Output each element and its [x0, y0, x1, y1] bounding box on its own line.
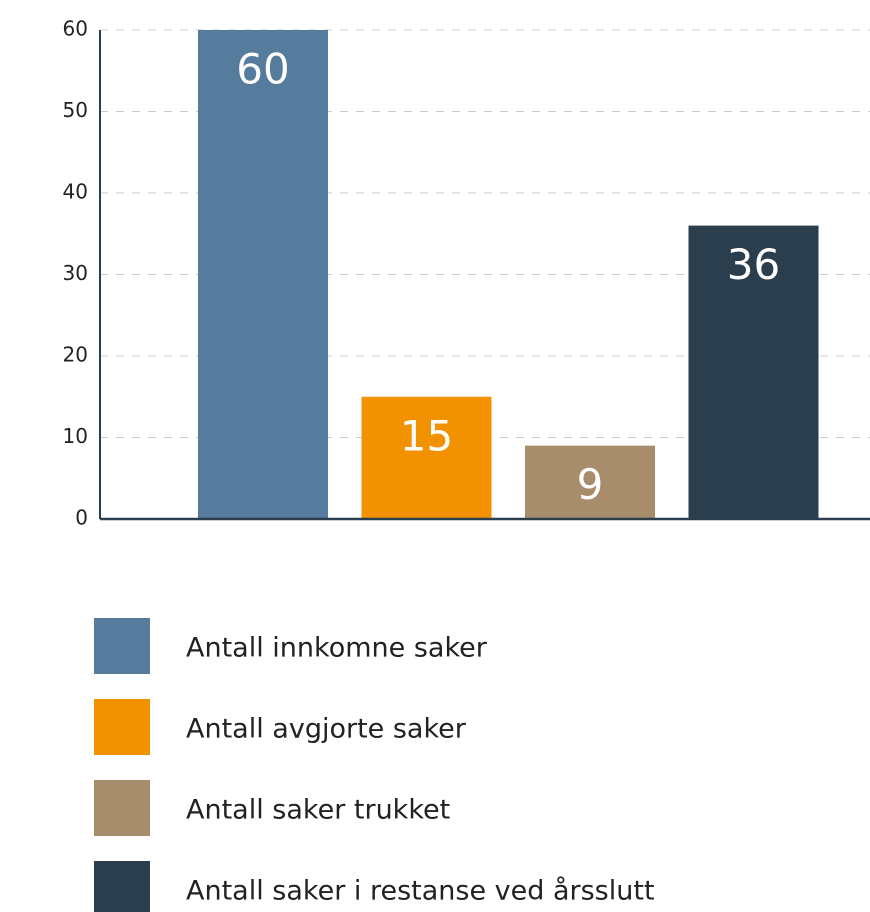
bar	[361, 396, 492, 519]
y-tick-label: 30	[63, 261, 88, 285]
legend-swatch	[94, 861, 150, 912]
legend-swatch	[94, 780, 150, 836]
bar	[688, 225, 819, 519]
y-tick-label: 0	[75, 506, 88, 530]
legend-swatch	[94, 618, 150, 674]
y-tick-label: 20	[63, 343, 88, 367]
y-tick-label: 10	[63, 424, 88, 448]
bar	[525, 445, 655, 519]
legend-label: Antall saker i restanse ved årsslutt	[186, 876, 655, 907]
y-tick-label: 40	[63, 180, 88, 204]
legend-label: Antall saker trukket	[186, 795, 450, 826]
value-label: 15	[400, 411, 453, 460]
legend-swatch	[94, 699, 150, 755]
legend-label: Antall avgjorte saker	[186, 714, 467, 745]
value-label: 9	[577, 460, 604, 509]
bar	[198, 30, 328, 519]
y-tick-label: 60	[63, 17, 88, 41]
value-label: 36	[727, 240, 780, 289]
y-tick-label: 50	[63, 98, 88, 122]
value-label: 60	[236, 45, 289, 94]
legend-label: Antall innkomne saker	[186, 633, 488, 664]
